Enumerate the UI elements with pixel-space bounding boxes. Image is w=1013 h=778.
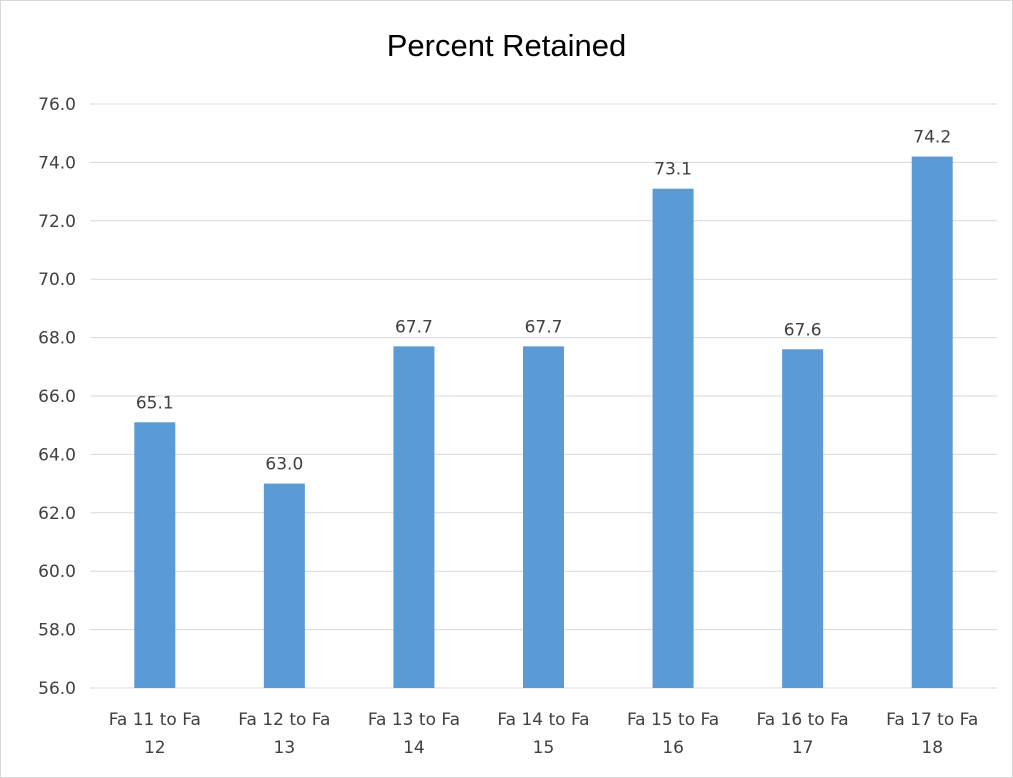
chart-title: Percent Retained bbox=[386, 28, 627, 63]
data-label: 67.7 bbox=[395, 317, 433, 337]
y-tick-label: 74.0 bbox=[38, 153, 76, 173]
x-tick-label: Fa 14 to Fa bbox=[497, 710, 589, 730]
x-tick-label: Fa 12 to Fa bbox=[238, 710, 330, 730]
x-tick-label: Fa 17 to Fa bbox=[886, 710, 978, 730]
data-label: 74.2 bbox=[913, 128, 951, 148]
y-tick-label: 68.0 bbox=[38, 329, 76, 349]
x-tick-label: Fa 15 to Fa bbox=[627, 710, 719, 730]
data-label: 73.1 bbox=[654, 160, 692, 180]
x-tick-label: 14 bbox=[403, 738, 425, 758]
x-tick-label: Fa 16 to Fa bbox=[757, 710, 849, 730]
x-tick-label: Fa 11 to Fa bbox=[109, 710, 201, 730]
data-label: 67.7 bbox=[525, 317, 563, 337]
y-tick-label: 76.0 bbox=[38, 95, 76, 115]
y-tick-label: 64.0 bbox=[38, 445, 76, 465]
data-label: 65.1 bbox=[136, 393, 174, 413]
x-tick-label: 17 bbox=[792, 738, 814, 758]
y-tick-label: 62.0 bbox=[38, 504, 76, 524]
y-tick-label: 56.0 bbox=[38, 679, 76, 699]
x-tick-label: 12 bbox=[144, 738, 166, 758]
bars bbox=[134, 156, 953, 688]
bar bbox=[263, 483, 305, 688]
y-tick-label: 72.0 bbox=[38, 212, 76, 232]
data-label: 63.0 bbox=[265, 455, 303, 475]
data-label: 67.6 bbox=[784, 320, 822, 340]
bar bbox=[523, 346, 564, 688]
y-tick-label: 66.0 bbox=[38, 387, 76, 407]
y-tick-label: 70.0 bbox=[38, 270, 76, 290]
y-tick-label: 58.0 bbox=[38, 621, 76, 641]
labels: 56.0 58.0 60.0 62.0 64.0 66.0 68.0 70.0 72.0 74.0… bbox=[38, 95, 978, 758]
x-tick-label: 15 bbox=[533, 738, 555, 758]
x-tick-label: 18 bbox=[921, 738, 943, 758]
x-tick-label: Fa 13 to Fa bbox=[368, 710, 460, 730]
x-tick-label: 16 bbox=[662, 738, 684, 758]
bar bbox=[782, 349, 824, 688]
bar bbox=[652, 188, 694, 688]
bar bbox=[911, 156, 953, 688]
x-tick-label: 13 bbox=[274, 738, 296, 758]
y-tick-label: 60.0 bbox=[38, 562, 76, 582]
bar bbox=[134, 422, 176, 688]
bar bbox=[393, 346, 435, 688]
